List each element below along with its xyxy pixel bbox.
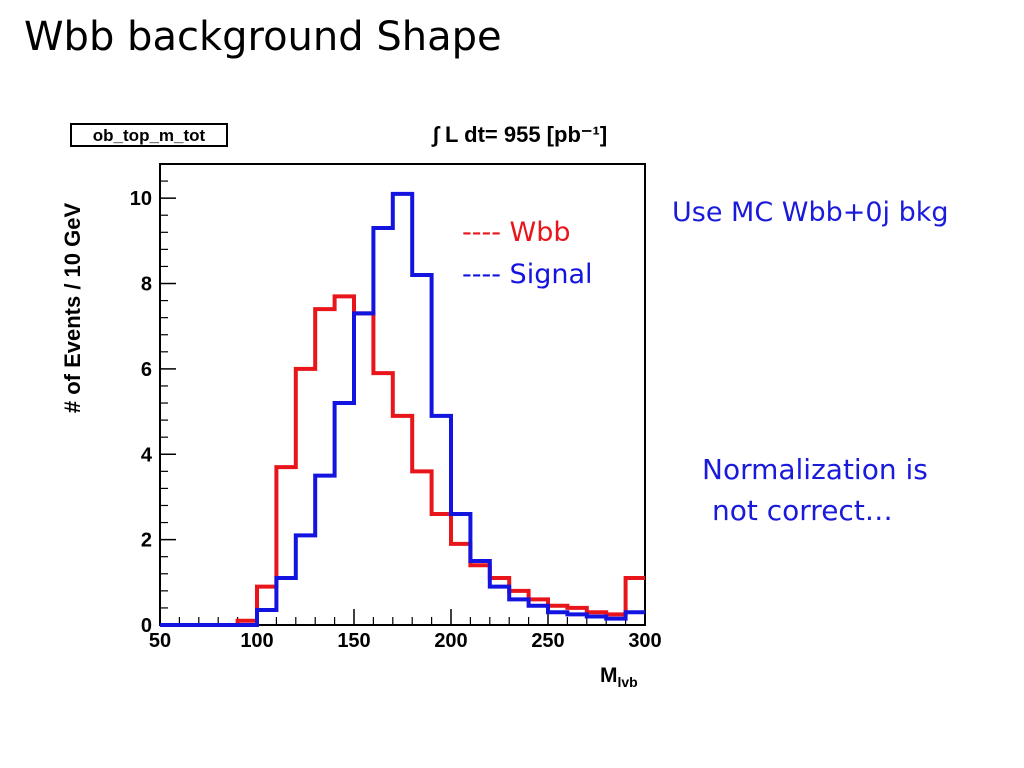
legend-entry-wbb: ---- Wbb <box>462 217 571 248</box>
normalization-note-line2: not correct… <box>712 494 893 527</box>
x-axis-label: Mlvb <box>600 664 638 690</box>
y-tick-label: 8 <box>141 274 152 296</box>
histogram-name-label: ob_top_m_tot <box>93 126 206 145</box>
x-tick-label: 200 <box>434 630 467 652</box>
tick-labels: 50 100 150 200 250 300 0 2 4 6 8 10 <box>130 188 662 652</box>
x-tick-label: 250 <box>531 630 564 652</box>
slide-title: Wbb background Shape <box>24 14 502 60</box>
y-tick-label: 0 <box>141 615 152 637</box>
x-tick-label: 100 <box>240 630 273 652</box>
x-tick-label: 50 <box>149 630 171 652</box>
legend-entry-signal: ---- Signal <box>462 259 593 290</box>
y-tick-label: 4 <box>141 444 153 466</box>
series-wbb-line <box>160 294 645 627</box>
x-axis-label-sub: lvb <box>618 674 638 690</box>
x-axis-label-main: M <box>600 664 618 687</box>
x-tick-label: 150 <box>337 630 370 652</box>
x-tick-label: 300 <box>628 630 661 652</box>
series-signal-line <box>160 191 645 627</box>
luminosity-label: ∫ L dt= 955 [pb⁻¹] <box>431 122 607 147</box>
normalization-note-line1: Normalization is <box>702 453 928 486</box>
plot-frame <box>159 163 646 626</box>
y-axis-label: # of Events / 10 GeV <box>60 203 85 414</box>
y-tick-label: 10 <box>130 188 152 210</box>
axis-ticks <box>159 180 646 626</box>
mc-note: Use MC Wbb+0j bkg <box>672 197 949 228</box>
y-tick-label: 2 <box>141 530 152 552</box>
series-group <box>160 191 645 627</box>
histogram-name-box <box>70 123 228 147</box>
y-tick-label: 6 <box>141 359 152 381</box>
